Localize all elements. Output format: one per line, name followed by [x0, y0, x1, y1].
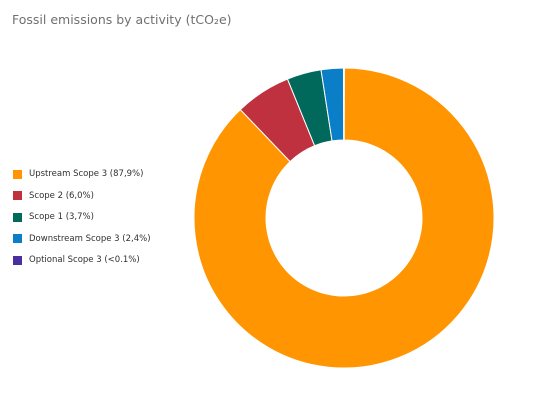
legend-item[interactable]: Optional Scope 3 (<0.1%)	[13, 255, 193, 265]
legend-item[interactable]: Downstream Scope 3 (2,4%)	[13, 234, 193, 244]
legend-label: Optional Scope 3 (<0.1%)	[29, 255, 140, 265]
legend-label: Scope 2 (6,0%)	[29, 190, 94, 201]
legend-item[interactable]: Upstream Scope 3 (87,9%)	[13, 169, 193, 179]
legend-swatch	[13, 169, 22, 179]
legend-swatch	[13, 255, 22, 265]
donut-slice[interactable]	[193, 67, 495, 369]
donut-slice[interactable]	[343, 67, 345, 141]
legend-label: Upstream Scope 3 (87,9%)	[29, 169, 144, 179]
legend-item[interactable]: Scope 1 (3,7%)	[13, 212, 193, 222]
legend-label: Downstream Scope 3 (2,4%)	[29, 233, 151, 244]
legend-swatch	[13, 191, 22, 200]
legend-label: Scope 1 (3,7%)	[29, 212, 94, 222]
legend-swatch	[13, 212, 22, 222]
legend-swatch	[13, 234, 22, 243]
legend: Upstream Scope 3 (87,9%) Scope 2 (6,0%) Sc…	[13, 169, 193, 277]
chart-title: Fossil emissions by activity (tCO₂e)	[12, 12, 232, 27]
legend-item[interactable]: Scope 2 (6,0%)	[13, 191, 193, 201]
